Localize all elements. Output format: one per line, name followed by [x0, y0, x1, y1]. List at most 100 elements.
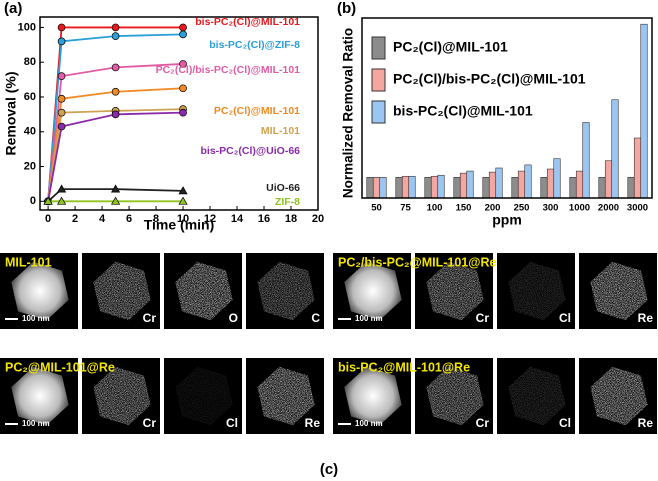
x-tick-label: 100 [427, 203, 443, 214]
element-map [93, 366, 151, 426]
legend-swatch [371, 68, 386, 92]
haadf-particle [11, 366, 69, 426]
panel-label: (a) [4, 0, 22, 17]
legend-label: UiO-66 [266, 182, 300, 194]
group-title: bis-PC₂@MIL-101@Re [338, 360, 470, 374]
element-map [257, 261, 315, 321]
data-point [56, 196, 67, 205]
data-point [111, 87, 120, 96]
bar [627, 177, 635, 199]
legend-label: bis-PC₂(Cl)@ZIF-8 [209, 39, 300, 51]
element-label: C [311, 311, 320, 325]
series-line [47, 87, 184, 202]
bar [366, 177, 374, 199]
element-label: Cl [559, 416, 571, 430]
element-map [426, 366, 484, 426]
element-signal [590, 366, 648, 426]
x-axis-label: ppm [492, 212, 522, 228]
element-map [508, 366, 566, 426]
data-point [179, 23, 187, 32]
legend-swatch [371, 36, 386, 60]
legend-label: PC₂(Cl)/bis-PC₂(Cl)@MIL-101 [393, 71, 586, 87]
data-point [43, 196, 53, 205]
legend-label: bis-PC₂(Cl)@MIL-101 [393, 103, 533, 119]
x-tick-label: 20 [312, 213, 324, 225]
bar [611, 99, 619, 199]
haadf-particle [11, 261, 69, 321]
element-label: O [229, 311, 238, 325]
x-tick-label: 0 [45, 213, 51, 225]
data-point [178, 186, 188, 195]
legend-swatch [371, 100, 386, 124]
bar [495, 167, 503, 199]
bar [598, 177, 606, 199]
element-label: Cr [476, 416, 490, 430]
bar [401, 175, 410, 199]
bar [437, 174, 445, 199]
bar [511, 177, 519, 199]
bar [408, 175, 416, 199]
element-map [590, 366, 648, 426]
series-line [47, 111, 184, 202]
x-tick-label: 3000 [627, 203, 648, 214]
haadf-particle [344, 261, 402, 321]
bar [604, 160, 613, 199]
legend-label: PC₂(Cl)@MIL-101 [214, 105, 300, 117]
element-label: Re [638, 311, 654, 325]
element-signal [175, 366, 233, 426]
data-point [179, 30, 187, 39]
bar [466, 170, 474, 199]
legend-label: PC₂(Cl)@MIL-101 [393, 39, 508, 55]
bar [633, 137, 642, 199]
x-tick-label: 16 [258, 213, 270, 225]
bar [372, 177, 381, 199]
x-tick-label: 75 [400, 203, 411, 214]
data-point [111, 110, 120, 119]
panel-label: (b) [337, 0, 356, 17]
bar [524, 164, 532, 199]
y-axis-label: Normalized Removal Ratio [341, 28, 356, 198]
data-point [111, 63, 120, 72]
data-point [57, 37, 66, 46]
element-label: Cl [559, 311, 571, 325]
y-axis-label: Removal (%) [3, 71, 19, 155]
haadf-particle [344, 366, 402, 426]
element-signal [175, 261, 233, 321]
bar [424, 177, 432, 199]
x-tick-label: 4 [99, 213, 106, 225]
scale-label: 100 nm [22, 419, 50, 428]
x-tick-label: 150 [456, 203, 472, 214]
data-point [179, 84, 187, 93]
data-point [57, 94, 66, 103]
data-point [57, 72, 66, 80]
element-signal [257, 366, 315, 426]
bar [575, 170, 584, 199]
y-tick-label: 0 [30, 195, 36, 207]
element-map [175, 261, 233, 321]
series-line [47, 63, 184, 202]
y-tick-label: 20 [24, 160, 36, 172]
x-tick-label: 10 [177, 213, 189, 225]
x-tick-label: 250 [514, 203, 530, 214]
bar [569, 177, 577, 199]
y-tick-label: 60 [24, 91, 36, 103]
legend-label: bis-PC₂(Cl)@UiO-66 [201, 145, 301, 157]
element-signal [590, 261, 648, 321]
element-signal [426, 366, 484, 426]
group-title: MIL-101 [5, 255, 52, 269]
data-point [57, 23, 66, 32]
element-label: Re [305, 416, 321, 430]
bar [482, 177, 490, 199]
y-tick-label: 100 [18, 21, 36, 33]
x-tick-label: 12 [204, 213, 216, 225]
legend-label: bis-PC₂(Cl)@MIL-101 [195, 16, 300, 28]
bar [553, 158, 561, 199]
element-map [426, 261, 484, 321]
legend-label: MIL-101 [261, 125, 300, 137]
bar [453, 177, 461, 199]
x-tick-label: 2 [72, 213, 78, 225]
element-map [590, 261, 648, 321]
data-point [56, 184, 67, 193]
element-signal [508, 366, 566, 426]
